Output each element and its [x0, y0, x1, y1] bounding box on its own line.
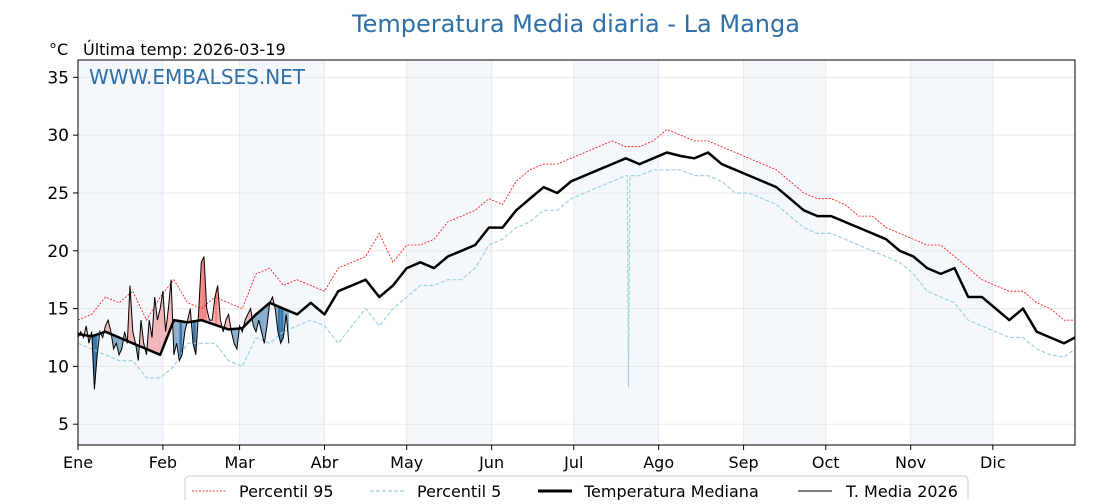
x-tick-label: Dic: [980, 453, 1006, 472]
month-band: [743, 60, 826, 445]
watermark: WWW.EMBALSES.NET: [89, 65, 306, 89]
anomaly-fill-above: [201, 256, 204, 322]
y-tick-label: 35: [47, 68, 69, 88]
plot-frame: [77, 59, 1076, 446]
anomaly-fill-below: [258, 309, 262, 332]
x-tick-label: Nov: [895, 453, 926, 472]
x-tick-label: May: [390, 453, 423, 472]
x-tick-label: Jul: [563, 453, 583, 472]
x-tick-label: Abr: [311, 453, 339, 472]
percentile-5-line: [77, 169, 1076, 388]
legend-box: [184, 475, 969, 504]
anomaly-fill-below: [280, 307, 284, 344]
x-tick-label: Mar: [225, 453, 256, 472]
anomaly-fill-above: [154, 297, 158, 354]
legend-label-median: Temperatura Mediana: [583, 482, 759, 500]
month-band: [910, 60, 993, 445]
anomaly-fill-above: [105, 320, 109, 333]
x-tick-label: Oct: [812, 453, 840, 472]
x-tick-label: Sep: [729, 453, 759, 472]
anomaly-fill-below: [113, 335, 117, 350]
month-band: [406, 60, 492, 445]
anomaly-fill-below: [179, 321, 183, 361]
y-tick-label: 5: [58, 415, 69, 435]
month-band: [78, 60, 163, 445]
legend-label-current-year: T. Media 2026: [845, 482, 958, 500]
month-band: [573, 60, 659, 445]
y-tick-label: 15: [47, 300, 69, 320]
last-temp-label: Última temp: 2026-03-19: [83, 40, 286, 59]
anomaly-fill-below: [119, 337, 122, 355]
anomaly-fill-above: [225, 314, 229, 330]
y-tick-label: 25: [47, 184, 69, 204]
y-tick-label: 10: [47, 357, 69, 377]
y-axis-unit: °C: [49, 40, 68, 59]
chart-title: Temperatura Media diaria - La Manga: [351, 10, 800, 38]
percentile-95-line: [77, 128, 1075, 321]
x-tick-label: Ene: [63, 453, 93, 472]
anomaly-fill-below: [176, 320, 180, 361]
anomaly-fill-below: [264, 305, 267, 344]
legend-label-percentile-5: Percentil 5: [417, 482, 501, 500]
x-tick-label: Ago: [643, 453, 674, 472]
current-year-line: [77, 256, 290, 390]
legend-label-percentile-95: Percentil 95: [239, 482, 334, 500]
median-line: [77, 151, 1076, 357]
y-tick-label: 30: [47, 126, 69, 146]
x-tick-label: Feb: [149, 453, 177, 472]
month-band: [239, 60, 325, 445]
anomaly-fill-above: [168, 279, 172, 335]
y-tick-label: 20: [47, 242, 69, 262]
x-tick-label: Jun: [478, 453, 504, 472]
anomaly-fill-below: [193, 321, 196, 355]
anomaly-fill-above: [149, 320, 152, 352]
anomaly-fill-above: [157, 308, 161, 355]
